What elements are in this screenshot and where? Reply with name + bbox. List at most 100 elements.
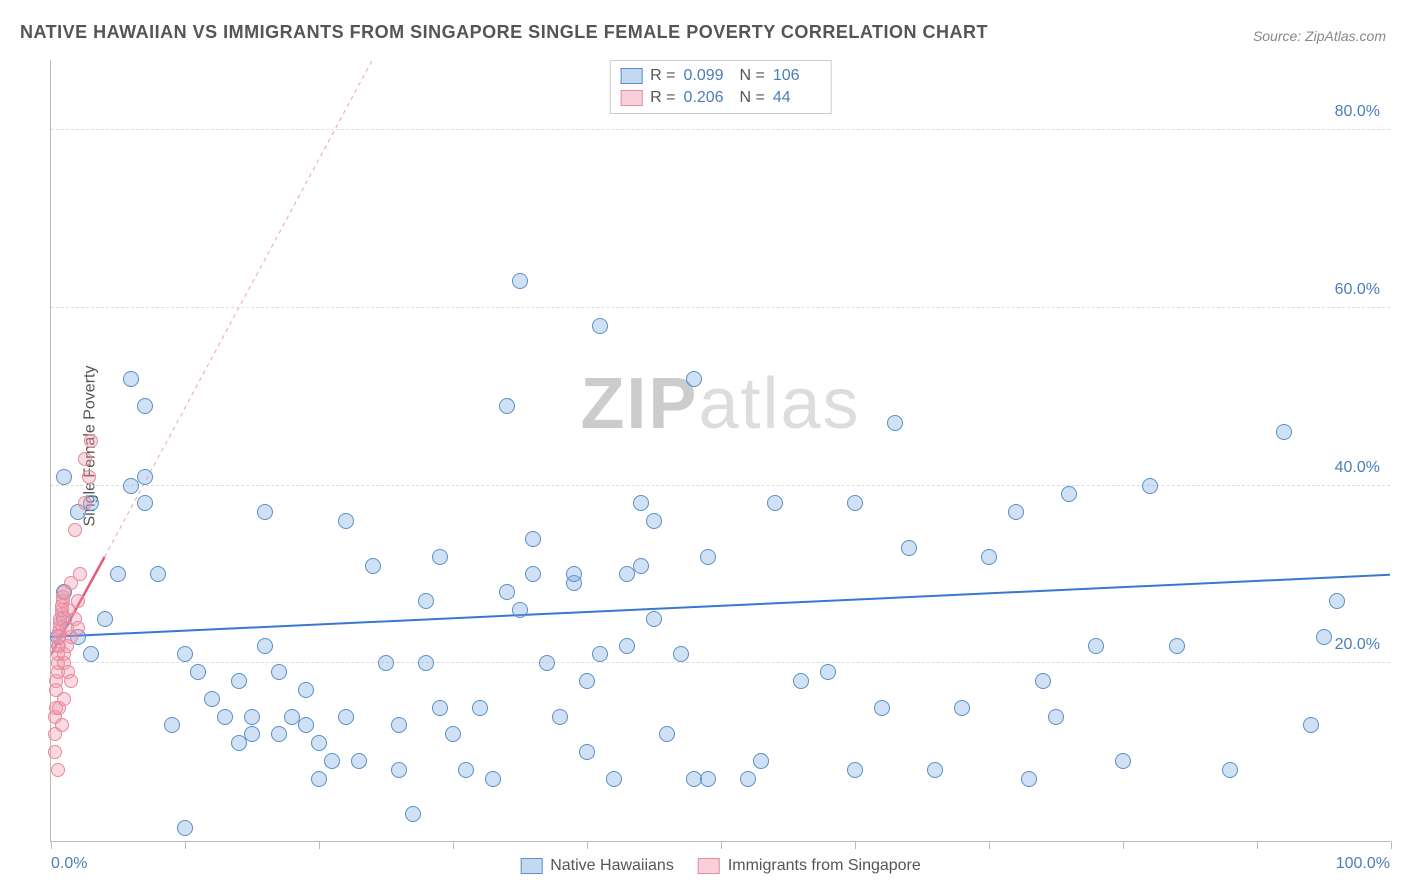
data-point: [673, 646, 689, 662]
data-point: [137, 398, 153, 414]
data-point: [311, 735, 327, 751]
data-point: [257, 638, 273, 654]
data-point: [56, 469, 72, 485]
data-point: [847, 762, 863, 778]
data-point: [217, 709, 233, 725]
data-point: [432, 700, 448, 716]
x-tick: [185, 841, 186, 849]
legend-label-2: Immigrants from Singapore: [728, 857, 921, 875]
data-point: [592, 318, 608, 334]
data-point: [1303, 717, 1319, 733]
data-point: [847, 495, 863, 511]
n-label: N =: [740, 67, 765, 85]
x-tick: [51, 841, 52, 849]
data-point: [525, 566, 541, 582]
r-value-2: 0.206: [684, 89, 732, 107]
data-point: [57, 692, 71, 706]
data-point: [190, 664, 206, 680]
data-point: [793, 673, 809, 689]
r-label: R =: [650, 67, 675, 85]
r-value-1: 0.099: [684, 67, 732, 85]
gridline-h: [51, 307, 1390, 308]
x-tick: [587, 841, 588, 849]
data-point: [48, 745, 62, 759]
x-tick: [453, 841, 454, 849]
data-point: [324, 753, 340, 769]
data-point: [123, 371, 139, 387]
data-point: [1035, 673, 1051, 689]
data-point: [512, 602, 528, 618]
data-point: [351, 753, 367, 769]
data-point: [405, 806, 421, 822]
x-tick: [1123, 841, 1124, 849]
data-point: [84, 434, 98, 448]
data-point: [378, 655, 394, 671]
data-point: [64, 674, 78, 688]
gridline-h: [51, 485, 1390, 486]
data-point: [901, 540, 917, 556]
data-point: [659, 726, 675, 742]
data-point: [1222, 762, 1238, 778]
source-attribution: Source: ZipAtlas.com: [1253, 28, 1386, 44]
swatch-pink: [620, 90, 642, 106]
data-point: [606, 771, 622, 787]
data-point: [311, 771, 327, 787]
plot-area: ZIPatlas R = 0.099 N = 106 R = 0.206 N =…: [50, 60, 1390, 842]
data-point: [1316, 629, 1332, 645]
data-point: [499, 584, 515, 600]
x-tick: [721, 841, 722, 849]
n-label: N =: [740, 89, 765, 107]
data-point: [365, 558, 381, 574]
data-point: [177, 820, 193, 836]
data-point: [927, 762, 943, 778]
data-point: [820, 664, 836, 680]
x-tick-min: 0.0%: [51, 855, 87, 873]
x-tick: [1391, 841, 1392, 849]
data-point: [110, 566, 126, 582]
data-point: [472, 700, 488, 716]
data-point: [1061, 486, 1077, 502]
data-point: [418, 655, 434, 671]
data-point: [271, 664, 287, 680]
data-point: [391, 762, 407, 778]
y-tick-label: 40.0%: [1335, 459, 1380, 477]
data-point: [137, 495, 153, 511]
data-point: [539, 655, 555, 671]
data-point: [137, 469, 153, 485]
data-point: [78, 452, 92, 466]
watermark: ZIPatlas: [580, 363, 860, 445]
data-point: [700, 549, 716, 565]
data-point: [686, 371, 702, 387]
data-point: [257, 504, 273, 520]
data-point: [83, 646, 99, 662]
data-point: [579, 744, 595, 760]
data-point: [71, 621, 85, 635]
x-tick: [319, 841, 320, 849]
data-point: [954, 700, 970, 716]
data-point: [231, 673, 247, 689]
legend-item-1: Native Hawaiians: [520, 857, 674, 875]
data-point: [767, 495, 783, 511]
data-point: [1088, 638, 1104, 654]
watermark-rest: atlas: [698, 364, 860, 444]
data-point: [418, 593, 434, 609]
data-point: [740, 771, 756, 787]
data-point: [338, 513, 354, 529]
y-tick-label: 80.0%: [1335, 103, 1380, 121]
data-point: [445, 726, 461, 742]
data-point: [485, 771, 501, 787]
x-tick: [1257, 841, 1258, 849]
stats-row-series2: R = 0.206 N = 44: [620, 87, 821, 109]
x-tick-max: 100.0%: [1336, 855, 1390, 873]
data-point: [874, 700, 890, 716]
data-point: [700, 771, 716, 787]
data-point: [432, 549, 448, 565]
data-point: [1276, 424, 1292, 440]
data-point: [499, 398, 515, 414]
swatch-pink: [698, 858, 720, 874]
gridline-h: [51, 662, 1390, 663]
data-point: [981, 549, 997, 565]
data-point: [78, 496, 92, 510]
data-point: [73, 567, 87, 581]
data-point: [391, 717, 407, 733]
